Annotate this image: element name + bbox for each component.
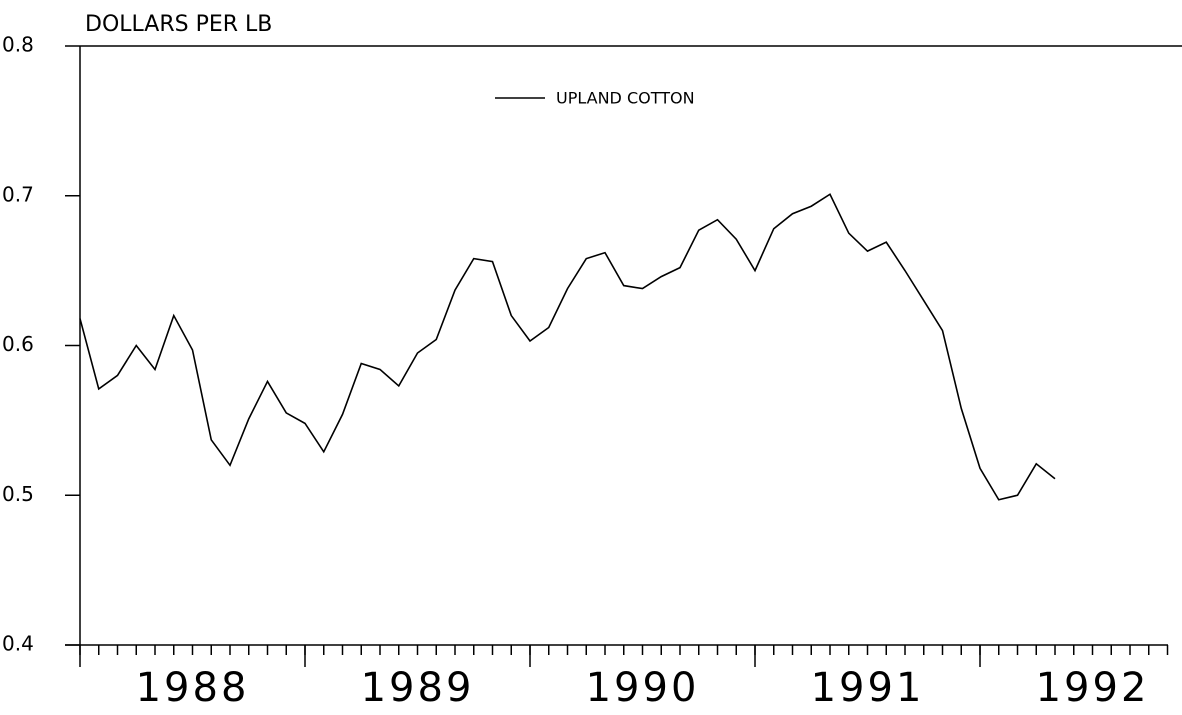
data-line (79, 193, 1056, 501)
x-tick-label: 1988 (136, 665, 250, 711)
x-tick-label: 1991 (811, 665, 925, 711)
x-tick-label: 1989 (361, 665, 475, 711)
y-axis-title: DOLLARS PER LB (85, 12, 272, 37)
y-tick-label: 0.6 (2, 332, 34, 356)
y-tick-label: 0.8 (2, 33, 34, 57)
legend-label: UPLAND COTTON (556, 89, 695, 108)
y-tick-label: 0.5 (2, 482, 34, 506)
x-tick-label: 1992 (1036, 665, 1150, 711)
x-tick-label: 1990 (586, 665, 700, 711)
y-tick-label: 0.4 (2, 632, 34, 656)
y-tick-label: 0.7 (2, 182, 34, 206)
